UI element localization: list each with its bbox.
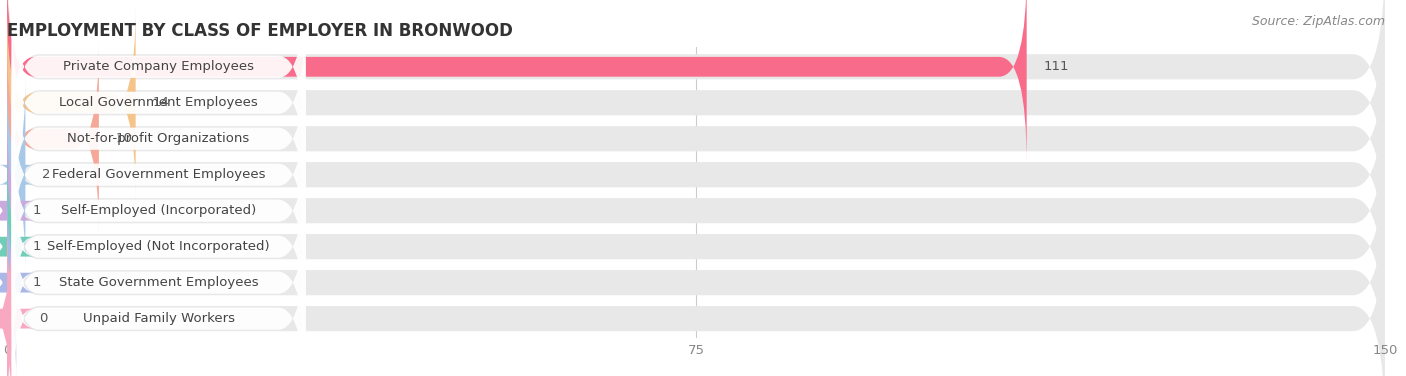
Text: Self-Employed (Incorporated): Self-Employed (Incorporated) bbox=[60, 204, 256, 217]
Text: Unpaid Family Workers: Unpaid Family Workers bbox=[83, 312, 235, 325]
FancyBboxPatch shape bbox=[0, 77, 35, 273]
FancyBboxPatch shape bbox=[7, 5, 135, 201]
Text: Private Company Employees: Private Company Employees bbox=[63, 60, 254, 73]
FancyBboxPatch shape bbox=[7, 205, 1385, 376]
Text: 10: 10 bbox=[115, 132, 132, 145]
FancyBboxPatch shape bbox=[11, 0, 305, 164]
FancyBboxPatch shape bbox=[7, 0, 1385, 180]
FancyBboxPatch shape bbox=[11, 150, 305, 344]
FancyBboxPatch shape bbox=[7, 169, 1385, 376]
FancyBboxPatch shape bbox=[11, 78, 305, 271]
Text: EMPLOYMENT BY CLASS OF EMPLOYER IN BRONWOOD: EMPLOYMENT BY CLASS OF EMPLOYER IN BRONW… bbox=[7, 22, 513, 40]
FancyBboxPatch shape bbox=[7, 61, 1385, 288]
Text: Federal Government Employees: Federal Government Employees bbox=[52, 168, 266, 181]
Text: 1: 1 bbox=[32, 240, 41, 253]
FancyBboxPatch shape bbox=[7, 133, 1385, 360]
FancyBboxPatch shape bbox=[11, 222, 305, 376]
FancyBboxPatch shape bbox=[0, 113, 35, 309]
Text: Source: ZipAtlas.com: Source: ZipAtlas.com bbox=[1251, 15, 1385, 28]
Text: 1: 1 bbox=[32, 276, 41, 289]
FancyBboxPatch shape bbox=[7, 0, 1385, 216]
FancyBboxPatch shape bbox=[11, 186, 305, 376]
Text: State Government Employees: State Government Employees bbox=[59, 276, 259, 289]
Text: 1: 1 bbox=[32, 204, 41, 217]
Text: Local Government Employees: Local Government Employees bbox=[59, 96, 257, 109]
FancyBboxPatch shape bbox=[11, 114, 305, 308]
FancyBboxPatch shape bbox=[7, 97, 1385, 324]
FancyBboxPatch shape bbox=[11, 6, 305, 200]
FancyBboxPatch shape bbox=[0, 185, 35, 376]
FancyBboxPatch shape bbox=[7, 26, 1385, 252]
Text: 14: 14 bbox=[152, 96, 169, 109]
Text: 111: 111 bbox=[1043, 60, 1069, 73]
FancyBboxPatch shape bbox=[7, 0, 1026, 165]
FancyBboxPatch shape bbox=[7, 41, 98, 237]
Text: Not-for-profit Organizations: Not-for-profit Organizations bbox=[67, 132, 250, 145]
Text: Self-Employed (Not Incorporated): Self-Employed (Not Incorporated) bbox=[48, 240, 270, 253]
Text: 0: 0 bbox=[39, 312, 48, 325]
Text: 2: 2 bbox=[42, 168, 51, 181]
FancyBboxPatch shape bbox=[11, 42, 305, 236]
FancyBboxPatch shape bbox=[0, 221, 35, 376]
FancyBboxPatch shape bbox=[0, 149, 35, 345]
